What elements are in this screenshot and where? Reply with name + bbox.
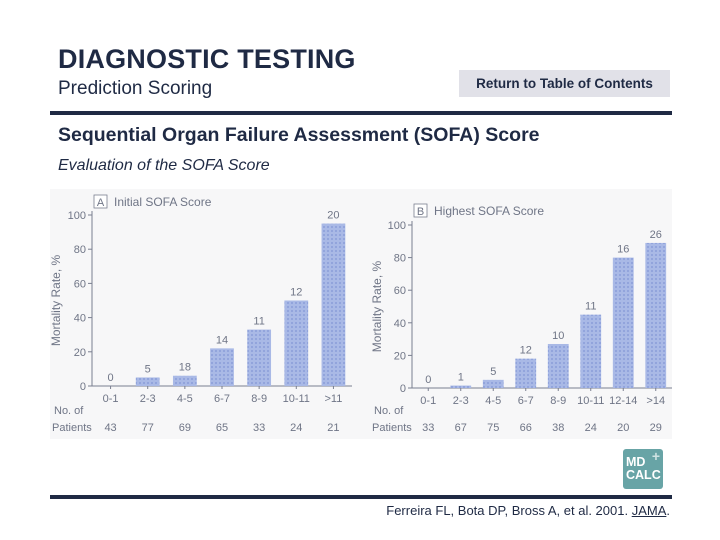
chart-b-bar (645, 242, 667, 388)
sofa-charts: A Initial SOFA Score020406080100Mortality… (50, 194, 672, 434)
chart-a-bar (210, 348, 234, 386)
chart-a-x-tick-label: 4-5 (177, 393, 193, 405)
chart-a-bar-label: 11 (253, 316, 264, 328)
chart-b-bar (580, 314, 602, 388)
chart-b-bar-label: 26 (650, 229, 662, 241)
chart-b-bar-label: 0 (425, 374, 431, 386)
chart-b-bar-label: 5 (490, 366, 496, 378)
chart-a-x-tick-label: 6-7 (214, 393, 230, 405)
chart-b-y-tick-label: 40 (394, 318, 406, 330)
chart-a-bar (321, 223, 346, 386)
chart-a-title: Initial SOFA Score (114, 195, 212, 209)
chart-b-x-tick-label: 10-11 (577, 395, 604, 407)
section-heading: Sequential Organ Failure Assessment (SOF… (58, 124, 540, 146)
chart-a-x-tick-label: >11 (325, 393, 343, 405)
plus-icon: + (651, 448, 660, 464)
chart-b-x-tick-label: 8-9 (550, 395, 566, 407)
chart-a-patient-count: 33 (253, 422, 265, 434)
chart-b-y-tick-label: 100 (388, 220, 406, 232)
chart-b-letter-box (413, 203, 428, 218)
chart-b-x-tick-label: 4-5 (485, 395, 501, 407)
chart-a-bar (172, 375, 197, 386)
chart-b-bar-label: 16 (617, 244, 629, 256)
return-to-toc-button[interactable]: Return to Table of Contents (459, 70, 670, 97)
page-title: DIAGNOSTIC TESTING (58, 44, 356, 74)
chart-b-y-tick-label: 80 (394, 253, 406, 265)
bottom-divider (50, 495, 672, 499)
chart-a-bar-label: 12 (290, 287, 302, 299)
chart-b-x-tick-label: 6-7 (518, 395, 534, 407)
chart-b-title: Highest SOFA Score (434, 204, 544, 218)
chart-a-letter: A (97, 197, 105, 209)
chart-a-y-axis-label: Mortality Rate, % (50, 254, 63, 346)
chart-b-bar (450, 385, 472, 388)
chart-b-patients-label-2: Patients (372, 422, 412, 434)
chart-b-patient-count: 24 (585, 422, 597, 434)
chart-a-bar-label: 20 (327, 210, 339, 222)
chart-a-patient-count: 77 (142, 422, 154, 434)
chart-a-patient-count: 69 (179, 422, 191, 434)
chart-a-bar-label: 0 (108, 372, 114, 384)
evaluation-label: Evaluation of the SOFA Score (58, 157, 270, 174)
chart-b-bar (612, 257, 634, 388)
chart-a-bar (247, 329, 272, 386)
citation-period: . (666, 503, 670, 518)
chart-b-patient-count: 67 (455, 422, 467, 434)
mdcalc-logo: MD CALC + (623, 449, 663, 489)
chart-a-x-tick-label: 0-1 (103, 393, 119, 405)
chart-b-bar (515, 358, 537, 388)
chart-b-y-tick-label: 0 (400, 383, 406, 395)
chart-b-bar-label: 12 (520, 345, 532, 357)
chart-a-y-tick-label: 100 (68, 210, 86, 222)
chart-a-y-tick-label: 0 (80, 381, 86, 393)
chart-b-bar (482, 379, 504, 388)
chart-b-patient-count: 38 (552, 422, 564, 434)
chart-a-x-tick-label: 2-3 (140, 393, 156, 405)
chart-b-y-tick-label: 60 (394, 285, 406, 297)
chart-b-bar-label: 10 (552, 330, 564, 342)
chart-a-x-tick-label: 8-9 (251, 393, 267, 405)
chart-a-y-tick-label: 40 (74, 313, 86, 325)
chart-a-x-tick-label: 10-11 (283, 393, 310, 405)
journal-link[interactable]: JAMA (631, 503, 667, 518)
chart-a-bar (284, 300, 309, 386)
chart-a-bar-label: 5 (145, 363, 151, 375)
chart-a-bar-label: 18 (179, 362, 191, 374)
top-divider (50, 111, 672, 115)
page-subtitle: Prediction Scoring (58, 78, 213, 99)
chart-b-y-tick-label: 20 (394, 350, 406, 362)
chart-b-x-tick-label: 0-1 (420, 395, 436, 407)
chart-b-y-axis-label: Mortality Rate, % (370, 260, 384, 352)
chart-b-patient-count: 75 (487, 422, 499, 434)
chart-b-bar (547, 343, 569, 388)
chart-b-bar-label: 11 (585, 301, 596, 313)
chart-b-patient-count: 29 (650, 422, 662, 434)
chart-b-x-tick-label: 2-3 (453, 395, 469, 407)
citation-text: Ferreira FL, Bota DP, Bross A, et al. 20… (386, 503, 632, 518)
chart-a-patient-count: 43 (104, 422, 116, 434)
sofa-figure: A Initial SOFA Score 0 20 40 60 80 100 Mortality… (50, 189, 672, 439)
chart-b-x-tick-label: >14 (646, 395, 665, 407)
chart-b-patient-count: 66 (520, 422, 532, 434)
logo-line-2: CALC (626, 468, 661, 482)
chart-a-bar-label: 14 (216, 334, 228, 346)
chart-a-y-tick-label: 20 (74, 347, 86, 359)
chart-a-patient-count: 24 (290, 422, 302, 434)
chart-a-bar (135, 377, 160, 386)
chart-a-y-tick-label: 60 (74, 278, 86, 290)
chart-a-patient-count: 21 (327, 422, 339, 434)
citation: Ferreira FL, Bota DP, Bross A, et al. 20… (386, 503, 670, 518)
chart-b-patient-count: 33 (422, 422, 434, 434)
chart-b-letter: B (417, 206, 424, 218)
chart-a-patients-label-2: Patients (52, 422, 92, 434)
chart-a-patient-count: 65 (216, 422, 228, 434)
logo-line-1: MD (626, 455, 646, 469)
chart-b-bar-label: 1 (458, 372, 464, 384)
chart-a-patients-label-1: No. of (54, 405, 84, 417)
chart-a-y-tick-label: 80 (74, 244, 86, 256)
chart-b-patient-count: 20 (617, 422, 629, 434)
chart-b-patients-label-1: No. of (374, 405, 404, 417)
chart-b-x-tick-label: 12-14 (609, 395, 637, 407)
chart-a-letter-box (93, 194, 108, 209)
